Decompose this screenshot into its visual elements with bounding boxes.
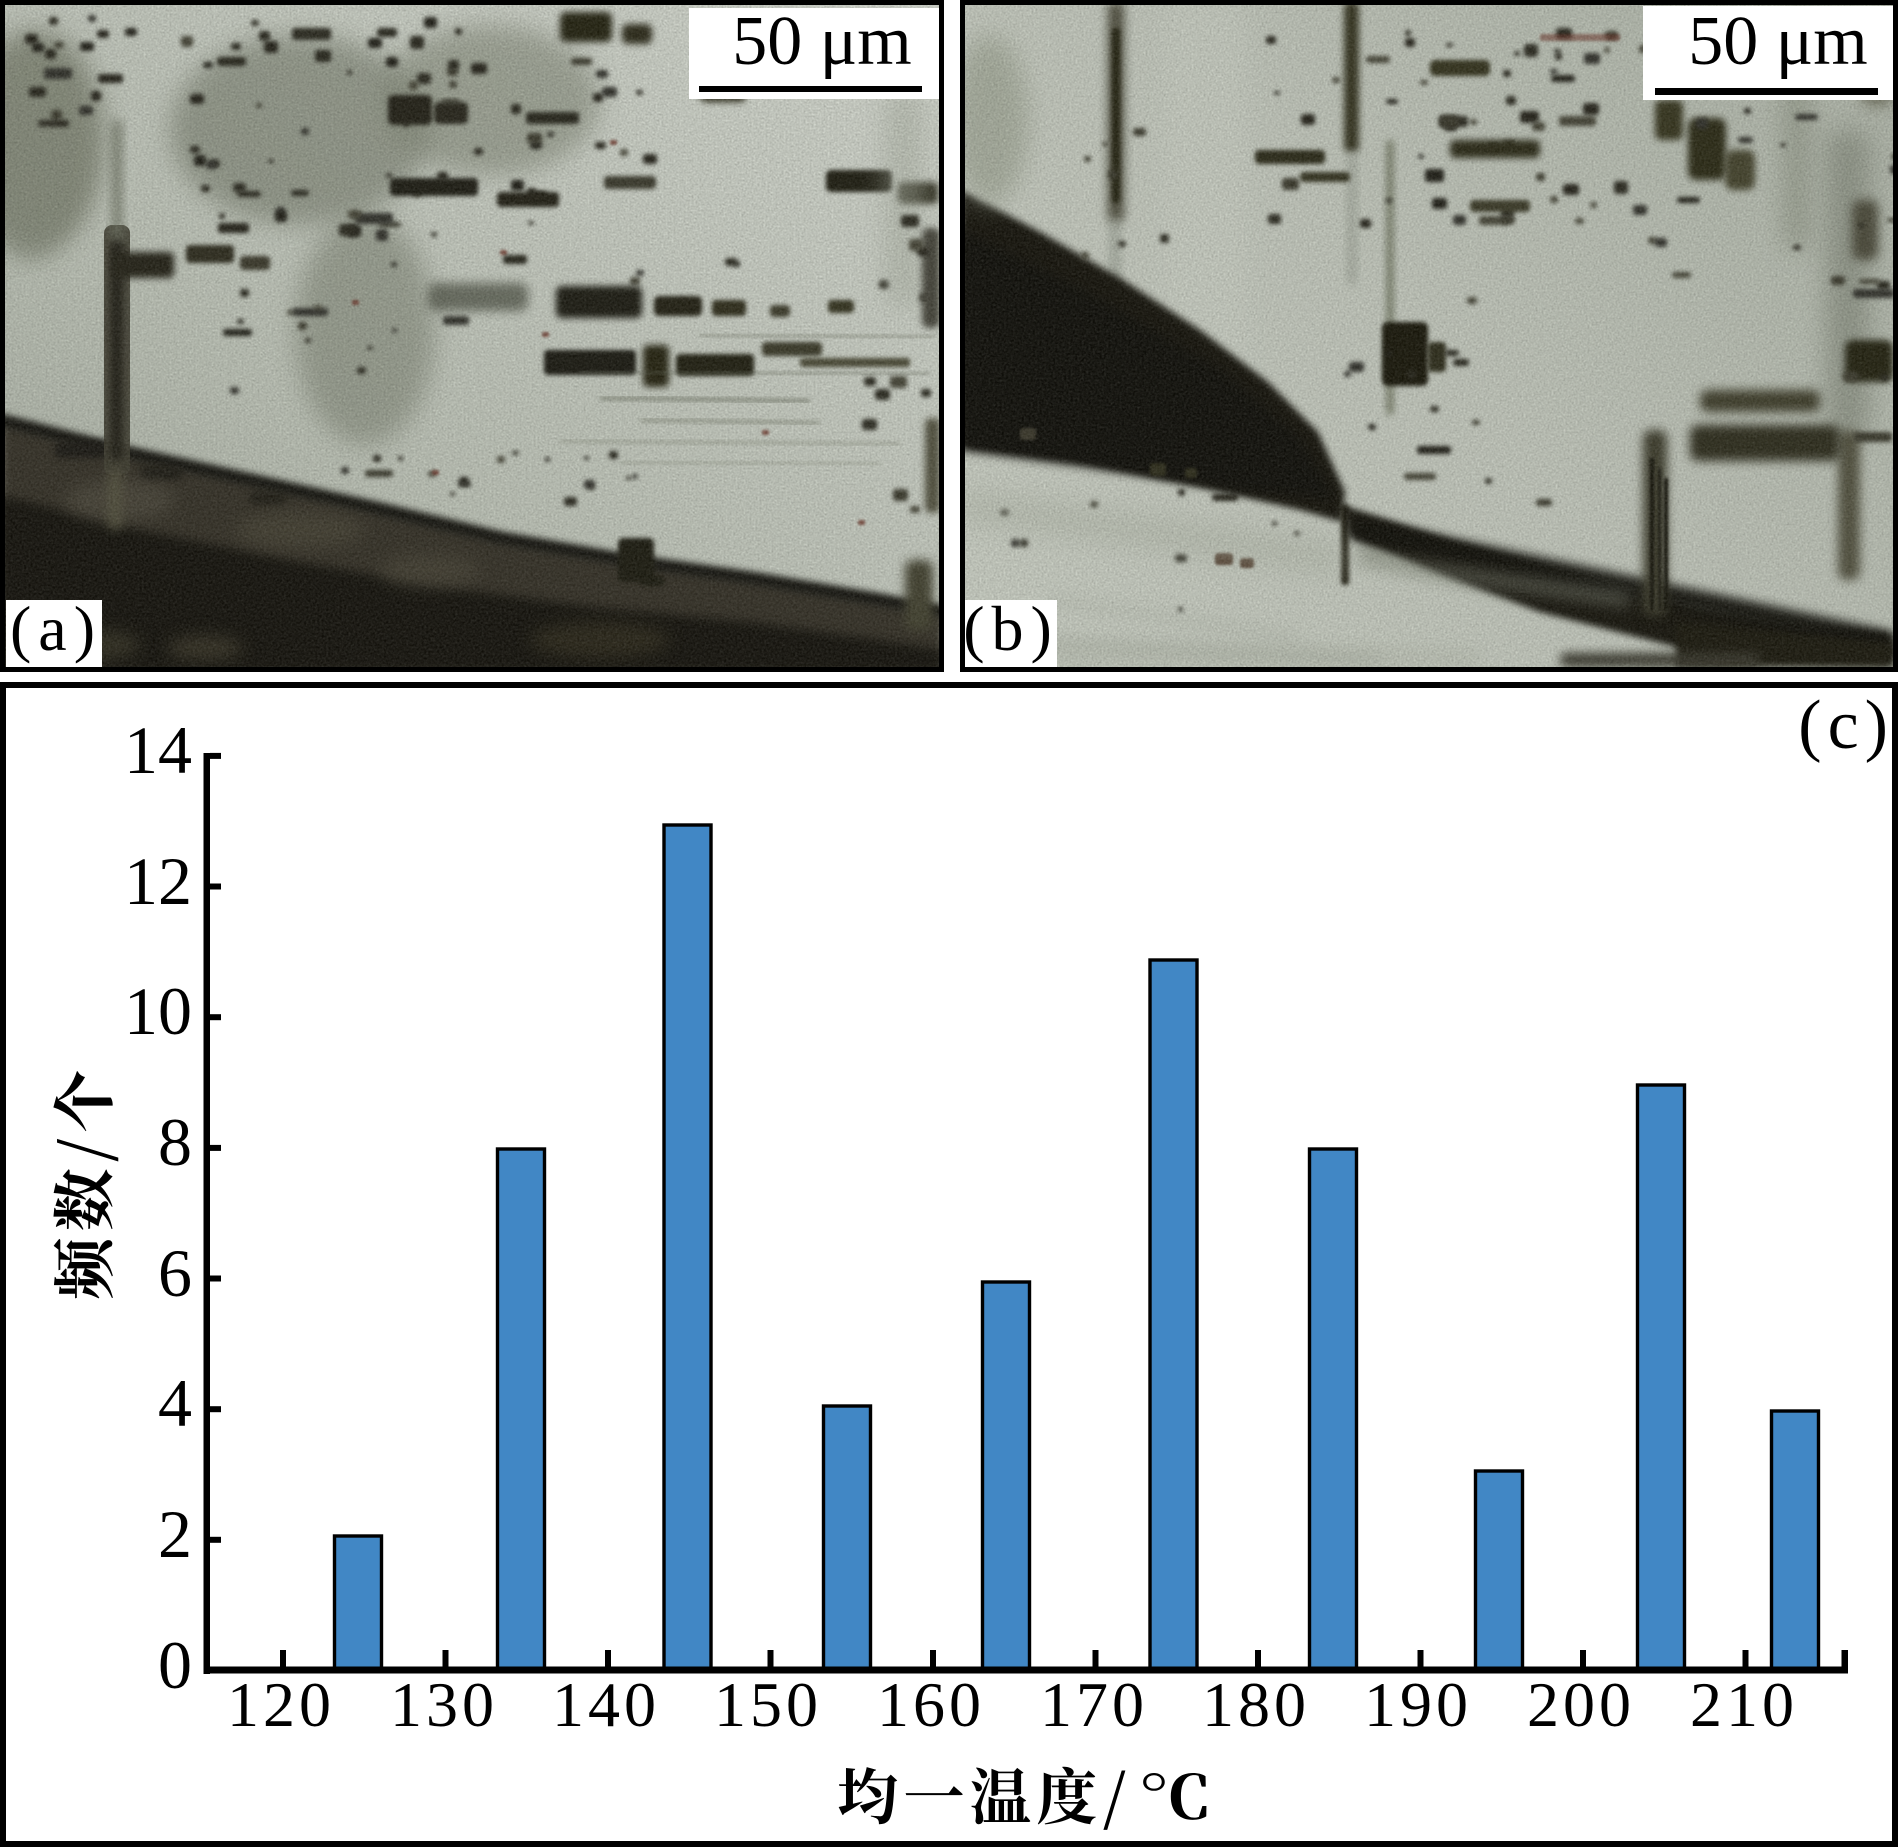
svg-text:190: 190	[1364, 1669, 1472, 1740]
svg-text:140: 140	[552, 1669, 660, 1740]
svg-text:6: 6	[158, 1235, 192, 1311]
svg-text:(c): (c)	[1798, 687, 1894, 764]
svg-text:170: 170	[1040, 1669, 1148, 1740]
svg-text:14: 14	[124, 712, 192, 788]
svg-text:180: 180	[1202, 1669, 1310, 1740]
svg-text:120: 120	[227, 1669, 335, 1740]
svg-text:130: 130	[390, 1669, 498, 1740]
svg-text:12: 12	[124, 843, 192, 919]
svg-text:150: 150	[714, 1669, 822, 1740]
svg-text:(a): (a)	[10, 593, 102, 664]
svg-text:50 μm: 50 μm	[1688, 3, 1867, 80]
svg-text:160: 160	[877, 1669, 985, 1740]
svg-text:(b): (b)	[963, 593, 1059, 664]
svg-text:4: 4	[158, 1365, 192, 1441]
svg-text:50 μm: 50 μm	[732, 3, 911, 80]
svg-text:200: 200	[1527, 1669, 1635, 1740]
svg-text:210: 210	[1690, 1669, 1798, 1740]
svg-text:2: 2	[158, 1496, 192, 1572]
svg-text:10: 10	[124, 973, 192, 1049]
svg-text:8: 8	[158, 1104, 192, 1180]
svg-text:0: 0	[158, 1627, 192, 1703]
